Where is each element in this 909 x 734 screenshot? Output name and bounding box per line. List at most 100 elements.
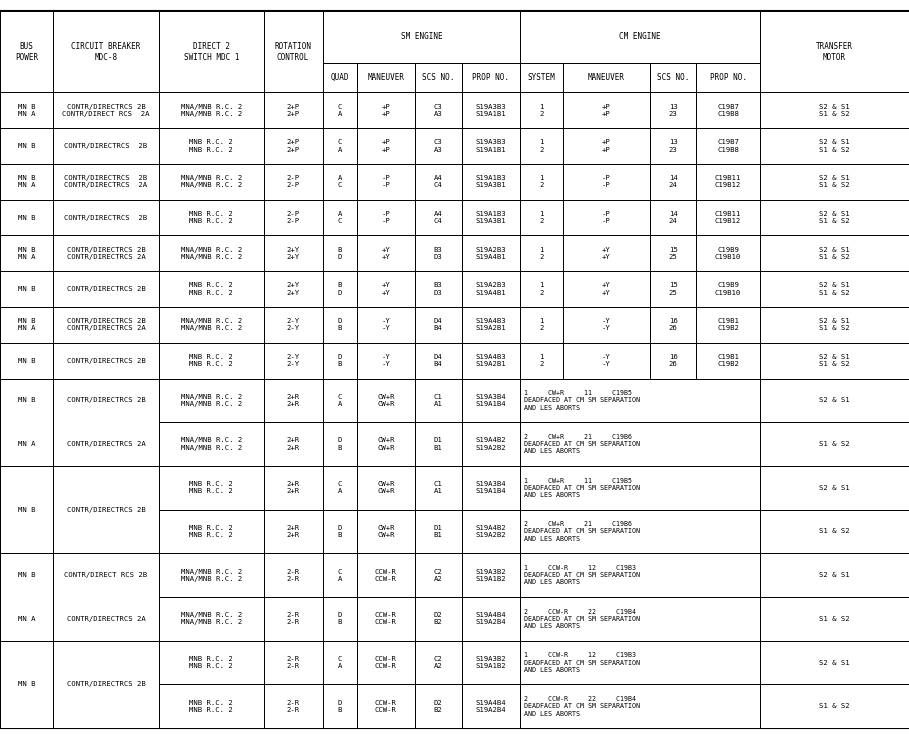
Text: 2-R
2-R: 2-R 2-R: [286, 656, 300, 669]
Text: SCS NO.: SCS NO.: [422, 73, 454, 82]
Bar: [462, 92, 520, 128]
Bar: [53, 11, 159, 62]
Bar: [563, 92, 650, 128]
Text: MANEUVER: MANEUVER: [367, 73, 405, 82]
Text: MNA/MNB R.C. 2
MNA/MNB R.C. 2: MNA/MNB R.C. 2 MNA/MNB R.C. 2: [181, 319, 242, 332]
Text: S19A1B3
S19A3B1: S19A1B3 S19A3B1: [475, 175, 506, 189]
Bar: [53, 62, 159, 92]
Bar: [462, 200, 520, 236]
Text: +P
+P: +P +P: [382, 139, 390, 153]
Bar: [563, 11, 650, 62]
Bar: [462, 379, 520, 422]
Text: D
B: D B: [338, 700, 342, 713]
Text: S2 & S1
S1 & S2: S2 & S1 S1 & S2: [819, 354, 850, 367]
Text: S19A3B2
S19A1B2: S19A3B2 S19A1B2: [475, 656, 506, 669]
Bar: [415, 553, 462, 597]
Text: 1     CW+R     11     C19B5
DEADFACED AT CM SM SEPARATION
AND LES ABORTS: 1 CW+R 11 C19B5 DEADFACED AT CM SM SEPAR…: [524, 390, 640, 410]
Bar: [53, 128, 159, 164]
Text: A
C: A C: [338, 175, 342, 189]
Bar: [0, 641, 53, 728]
Text: SCS NO.: SCS NO.: [657, 73, 689, 82]
Bar: [520, 62, 563, 92]
Text: PROP NO.: PROP NO.: [473, 73, 509, 82]
Bar: [650, 272, 696, 307]
Bar: [264, 128, 323, 164]
Bar: [650, 62, 696, 92]
Bar: [53, 92, 159, 128]
Text: C
A: C A: [338, 139, 342, 153]
Bar: [415, 597, 462, 641]
Bar: [323, 11, 520, 62]
Text: C2
A2: C2 A2: [434, 569, 443, 582]
Bar: [563, 236, 650, 272]
Text: 1     CCW-R     12     C19B3
DEADFACED AT CM SM SEPARATION
AND LES ABORTS: 1 CCW-R 12 C19B3 DEADFACED AT CM SM SEPA…: [524, 565, 640, 586]
Text: MNA/MNB R.C. 2
MNA/MNB R.C. 2: MNA/MNB R.C. 2 MNA/MNB R.C. 2: [181, 437, 242, 451]
Text: C19B11
C19B12: C19B11 C19B12: [715, 211, 741, 224]
Bar: [0, 11, 53, 92]
Text: MNB R.C. 2
MNB R.C. 2: MNB R.C. 2 MNB R.C. 2: [189, 283, 234, 296]
Bar: [520, 11, 760, 62]
Text: C19B9
C19B10: C19B9 C19B10: [715, 247, 741, 260]
Text: CONTR/DIRECTRCS 2A: CONTR/DIRECTRCS 2A: [66, 616, 145, 622]
Text: TRANSFER
MOTOR: TRANSFER MOTOR: [816, 42, 853, 62]
Text: S19A4B4
S19A2B4: S19A4B4 S19A2B4: [475, 700, 506, 713]
Bar: [760, 684, 909, 728]
Bar: [520, 684, 760, 728]
Text: D
B: D B: [338, 437, 342, 451]
Bar: [563, 128, 650, 164]
Bar: [415, 466, 462, 509]
Bar: [357, 422, 415, 466]
Bar: [357, 236, 415, 272]
Bar: [264, 343, 323, 379]
Bar: [0, 200, 53, 236]
Text: -P
-P: -P -P: [382, 175, 390, 189]
Text: 1
2: 1 2: [539, 175, 544, 189]
Text: D2
B2: D2 B2: [434, 700, 443, 713]
Text: B3
D3: B3 D3: [434, 247, 443, 260]
Text: 2     CCW-R     22     C19B4
DEADFACED AT CM SM SEPARATION
AND LES ABORTS: 2 CCW-R 22 C19B4 DEADFACED AT CM SM SEPA…: [524, 696, 640, 716]
Bar: [415, 307, 462, 343]
Bar: [520, 466, 760, 509]
Text: S19A3B4
S19A1B4: S19A3B4 S19A1B4: [475, 393, 506, 407]
Bar: [462, 422, 520, 466]
Bar: [760, 62, 909, 92]
Text: MNA/MNB R.C. 2
MNA/MNB R.C. 2: MNA/MNB R.C. 2 MNA/MNB R.C. 2: [181, 612, 242, 625]
Bar: [415, 236, 462, 272]
Bar: [357, 343, 415, 379]
Text: -P
-P: -P -P: [602, 175, 611, 189]
Bar: [357, 92, 415, 128]
Bar: [415, 62, 462, 92]
Text: S1 & S2: S1 & S2: [819, 528, 850, 534]
Bar: [462, 343, 520, 379]
Text: -P
-P: -P -P: [602, 211, 611, 224]
Text: MANEUVER: MANEUVER: [588, 73, 624, 82]
Bar: [650, 343, 696, 379]
Text: S19A4B2
S19A2B2: S19A4B2 S19A2B2: [475, 525, 506, 538]
Bar: [53, 272, 159, 307]
Text: MN A: MN A: [17, 441, 35, 447]
Text: CW+R
CW+R: CW+R CW+R: [377, 525, 395, 538]
Text: 1
2: 1 2: [539, 283, 544, 296]
Text: MN B: MN B: [17, 357, 35, 363]
Bar: [323, 466, 357, 509]
Text: D1
B1: D1 B1: [434, 525, 443, 538]
Text: MNA/MNB R.C. 2
MNA/MNB R.C. 2: MNA/MNB R.C. 2 MNA/MNB R.C. 2: [181, 103, 242, 117]
Bar: [0, 307, 53, 343]
Bar: [415, 164, 462, 200]
Bar: [323, 200, 357, 236]
Text: MNB R.C. 2
MNB R.C. 2: MNB R.C. 2 MNB R.C. 2: [189, 525, 234, 538]
Text: 2+R
2+R: 2+R 2+R: [286, 393, 300, 407]
Bar: [415, 128, 462, 164]
Text: 1
2: 1 2: [539, 211, 544, 224]
Bar: [520, 307, 563, 343]
Text: CCW-R
CCW-R: CCW-R CCW-R: [375, 656, 397, 669]
Text: B
D: B D: [338, 247, 342, 260]
Text: B3
D3: B3 D3: [434, 283, 443, 296]
Text: MN B: MN B: [17, 573, 35, 578]
Bar: [53, 466, 159, 553]
Text: S19A3B3
S19A1B1: S19A3B3 S19A1B1: [475, 139, 506, 153]
Bar: [760, 128, 909, 164]
Bar: [323, 307, 357, 343]
Text: S1 & S2: S1 & S2: [819, 703, 850, 709]
Bar: [650, 11, 696, 62]
